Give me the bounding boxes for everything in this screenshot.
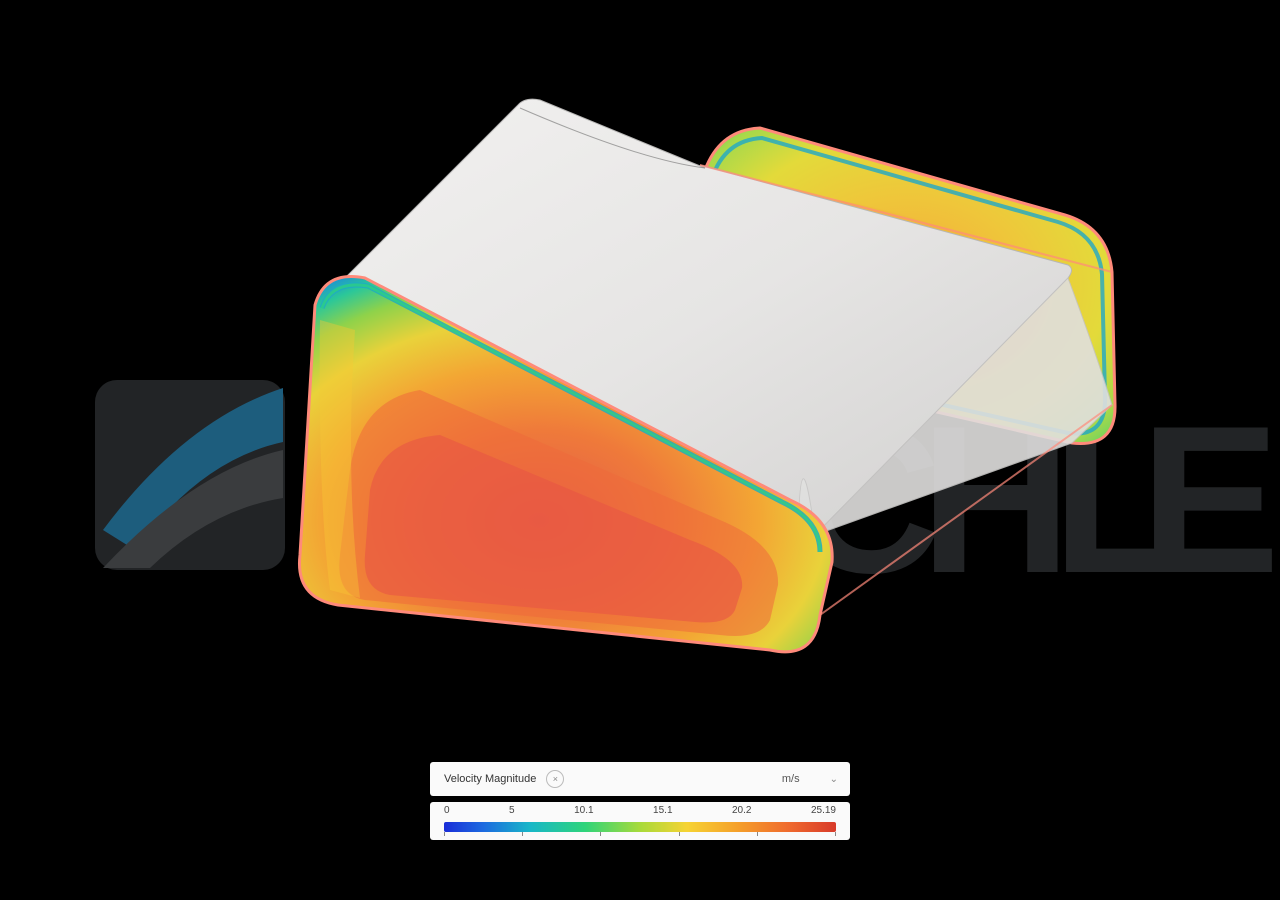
color-legend: Velocity Magnitude × m/s ⌄ 0 5 10.1 15.1… xyxy=(430,762,850,840)
legend-tick-4: 20.2 xyxy=(732,805,751,816)
legend-tick-marks xyxy=(444,832,836,836)
legend-scale[interactable]: 0 5 10.1 15.1 20.2 25.19 xyxy=(430,802,850,840)
legend-tick-5: 25.19 xyxy=(811,805,836,816)
legend-tick-1: 5 xyxy=(509,805,515,816)
legend-unit-dropdown[interactable]: ⌄ xyxy=(810,774,838,785)
legend-header: Velocity Magnitude × m/s ⌄ xyxy=(430,762,850,796)
legend-title: Velocity Magnitude xyxy=(444,773,536,785)
legend-tick-0: 0 xyxy=(444,805,450,816)
legend-tick-3: 15.1 xyxy=(653,805,672,816)
cfd-viewport[interactable]: S C H L E xyxy=(0,0,1280,900)
legend-close-button[interactable]: × xyxy=(546,770,564,788)
legend-gradient-bar[interactable] xyxy=(444,822,836,832)
legend-tick-labels: 0 5 10.1 15.1 20.2 25.19 xyxy=(444,805,836,816)
legend-unit: m/s xyxy=(782,773,800,785)
legend-tick-2: 10.1 xyxy=(574,805,593,816)
